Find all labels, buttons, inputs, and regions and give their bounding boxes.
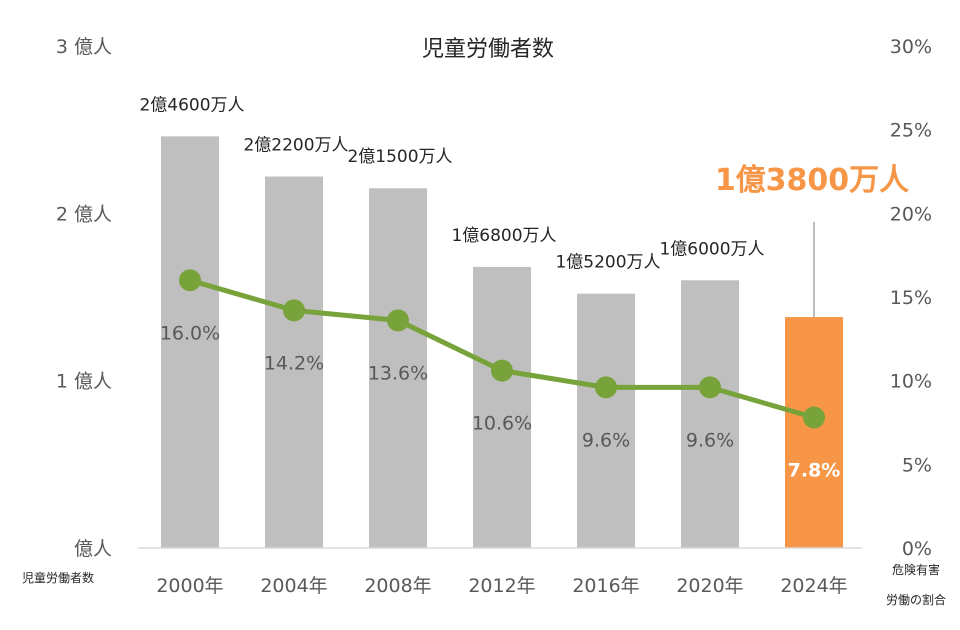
line-point bbox=[283, 299, 305, 322]
line-data-label: 9.6% bbox=[686, 429, 734, 451]
bar bbox=[681, 280, 739, 548]
highlighted-bar-label: 1億3800万人 bbox=[715, 163, 909, 198]
bar bbox=[265, 176, 323, 548]
line-data-label: 9.6% bbox=[582, 429, 630, 451]
bar bbox=[577, 293, 635, 548]
x-tick-label: 2020年 bbox=[676, 575, 743, 597]
line-point bbox=[595, 376, 617, 399]
chart-title: 児童労働者数 bbox=[422, 37, 554, 62]
bar bbox=[473, 266, 531, 548]
line-point bbox=[803, 406, 825, 429]
bar-data-label: 1億6800万人 bbox=[451, 226, 556, 246]
x-tick-label: 2024年 bbox=[780, 575, 847, 597]
right-axis-title-line-1: 危険有害 bbox=[892, 562, 940, 577]
x-tick-label: 2000年 bbox=[156, 575, 223, 597]
highlighted-point-label: 7.8% bbox=[788, 459, 841, 481]
line-point bbox=[387, 309, 409, 332]
left-axis-title: 児童労働者数 bbox=[22, 570, 94, 585]
left-tick-label: 3 億人 bbox=[56, 36, 112, 58]
right-tick-label: 5% bbox=[902, 454, 932, 476]
bar bbox=[161, 136, 219, 549]
x-tick-label: 2008年 bbox=[364, 575, 431, 597]
x-tick-label: 2004年 bbox=[260, 575, 327, 597]
bar-data-label: 2億2200万人 bbox=[243, 136, 348, 156]
line-data-label: 13.6% bbox=[368, 362, 428, 384]
right-tick-label: 10% bbox=[890, 371, 932, 393]
bar-data-label: 1億6000万人 bbox=[659, 239, 764, 259]
bar bbox=[369, 188, 427, 548]
left-tick-label: 2 億人 bbox=[56, 203, 112, 225]
left-axis-ticks: 億人 1 億人 2 億人 3 億人 bbox=[56, 36, 112, 560]
right-axis-ticks: 0% 5% 10% 15% 20% 25% 30% bbox=[890, 36, 932, 560]
right-tick-label: 0% bbox=[902, 538, 932, 560]
highlighted-bar bbox=[785, 317, 843, 548]
line-point bbox=[491, 359, 513, 382]
line-point bbox=[699, 376, 721, 399]
right-tick-label: 20% bbox=[890, 203, 932, 225]
right-axis-title-line-2: 労働の割合 bbox=[886, 592, 946, 607]
line-data-label: 10.6% bbox=[472, 413, 532, 435]
line-data-label: 16.0% bbox=[160, 322, 220, 344]
line-data-labels: 16.0% 14.2% 13.6% 10.6% 9.6% 9.6% 7.8% bbox=[160, 322, 841, 481]
right-tick-label: 15% bbox=[890, 287, 932, 309]
bar-series bbox=[161, 136, 843, 549]
line-data-label: 14.2% bbox=[264, 352, 324, 374]
x-tick-label: 2016年 bbox=[572, 575, 639, 597]
left-tick-label: 1 億人 bbox=[56, 371, 112, 393]
bar-data-label: 2億4600万人 bbox=[139, 95, 244, 115]
right-tick-label: 30% bbox=[890, 36, 932, 58]
left-tick-label: 億人 bbox=[74, 538, 112, 560]
line-series bbox=[179, 269, 825, 429]
x-axis-ticks: 2000年 2004年 2008年 2012年 2016年 2020年 2024年 bbox=[156, 575, 847, 597]
x-tick-label: 2012年 bbox=[468, 575, 535, 597]
bar-data-label: 1億5200万人 bbox=[555, 253, 660, 273]
right-tick-label: 25% bbox=[890, 120, 932, 142]
line-point bbox=[179, 269, 201, 292]
bar-data-label: 2億1500万人 bbox=[347, 147, 452, 167]
